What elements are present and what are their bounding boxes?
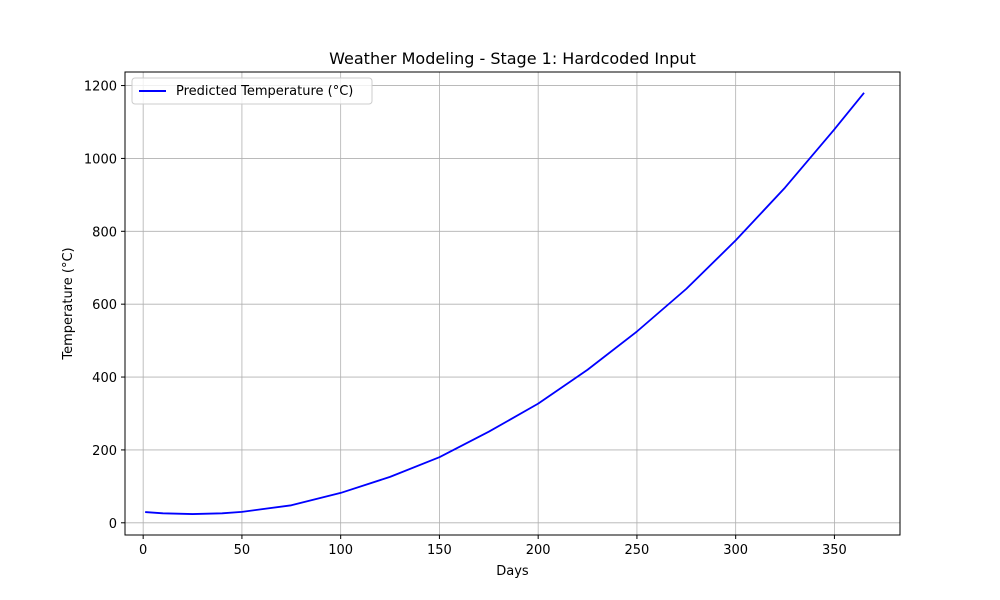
- y-tick-label: 600: [92, 298, 117, 313]
- y-axis-label: Temperature (°C): [61, 247, 76, 360]
- chart-title: Weather Modeling - Stage 1: Hardcoded In…: [329, 49, 696, 68]
- y-tick-label: 800: [92, 225, 117, 240]
- x-tick-label: 350: [822, 543, 847, 558]
- legend-entry-label: Predicted Temperature (°C): [176, 84, 353, 99]
- legend: Predicted Temperature (°C): [131, 77, 373, 105]
- x-axis-ticks: 0 50 100 150 200 250 300 350: [139, 535, 847, 558]
- x-tick-label: 100: [328, 543, 353, 558]
- y-tick-label: 400: [92, 371, 117, 386]
- plot-frame: [124, 71, 901, 536]
- x-axis-label: Days: [496, 564, 529, 579]
- y-tick-label: 0: [109, 517, 117, 532]
- x-tick-label: 50: [234, 543, 251, 558]
- x-tick-label: 300: [723, 543, 748, 558]
- y-tick-label: 200: [92, 444, 117, 459]
- y-tick-label: 1000: [84, 152, 117, 167]
- series-layer: [145, 92, 865, 515]
- legend-box: [131, 77, 373, 105]
- x-tick-label: 0: [139, 543, 147, 558]
- x-tick-label: 150: [427, 543, 452, 558]
- y-axis-ticks: 0 200 400 600 800 1000 1200: [84, 80, 125, 532]
- series-line: [145, 92, 865, 515]
- x-tick-label: 250: [625, 543, 650, 558]
- y-tick-label: 1200: [84, 80, 117, 95]
- grid: [125, 72, 900, 535]
- x-tick-label: 200: [526, 543, 551, 558]
